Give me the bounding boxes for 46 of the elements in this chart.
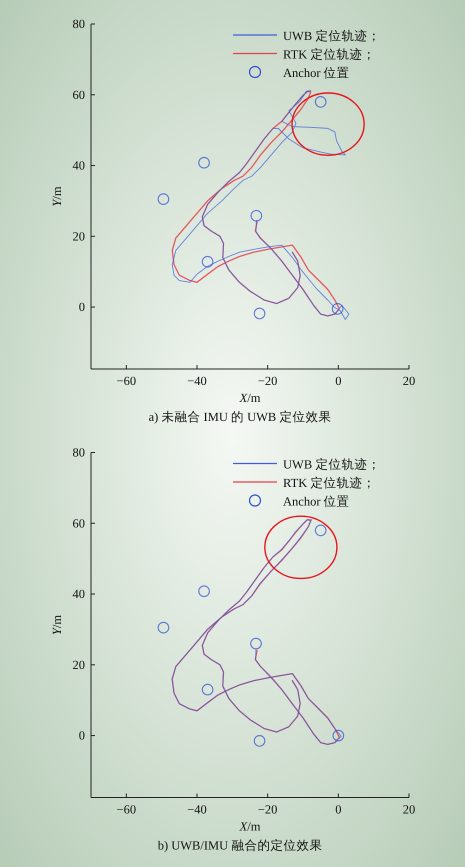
y-axis-title: Y/m [50, 186, 64, 207]
legend-label: UWB 定位轨迹； [283, 28, 380, 43]
x-tick-label: −20 [258, 374, 278, 388]
y-tick-label: 0 [78, 728, 85, 743]
legend-label: RTK 定位轨迹； [283, 46, 376, 62]
x-tick-label: 20 [402, 802, 416, 816]
point [202, 684, 214, 696]
legend-label: Anchor 位置 [283, 66, 350, 80]
x-tick-label: 0 [335, 374, 342, 388]
text: b) UWB/IMU 融合的定位效果 [158, 838, 322, 852]
point [158, 193, 170, 206]
y-tick-label: 60 [72, 88, 85, 102]
point [202, 256, 214, 268]
x-tick-label: 0 [335, 802, 342, 816]
x-tick-label: −40 [187, 374, 207, 388]
point [254, 735, 266, 747]
x-tick-label: −20 [258, 802, 278, 816]
point [158, 622, 170, 634]
y-axis-title: Y/m [50, 614, 64, 636]
y-tick-label: 20 [72, 229, 85, 244]
point [254, 308, 266, 320]
y-tick-label: 0 [78, 300, 85, 314]
x-tick-label: 20 [402, 374, 416, 388]
point [198, 156, 210, 169]
y-tick-label: 80 [72, 446, 85, 460]
x-tick-label: −40 [187, 802, 207, 816]
point [332, 302, 344, 315]
point [198, 585, 210, 598]
y-tick-label: 80 [72, 17, 85, 31]
y-tick-label: 40 [72, 587, 85, 602]
point [332, 730, 344, 742]
point [250, 210, 262, 222]
legend-label: UWB 定位轨迹； [283, 456, 380, 472]
x-axis-title: X/m [238, 820, 261, 834]
x-tick-label: −60 [116, 374, 136, 388]
legend-label: RTK 定位轨迹； [283, 475, 376, 490]
y-tick-label: 20 [72, 658, 85, 672]
point [250, 638, 262, 650]
text: a) 未融合 IMU 的 UWB 定位效果 [148, 410, 332, 424]
y-tick-label: 40 [72, 158, 85, 173]
y-tick-label: 60 [72, 516, 85, 530]
x-tick-label: −60 [116, 802, 136, 816]
point [314, 96, 327, 108]
point [314, 524, 327, 536]
legend-label: Anchor 位置 [283, 494, 350, 508]
x-axis-title: X/m [238, 391, 261, 405]
